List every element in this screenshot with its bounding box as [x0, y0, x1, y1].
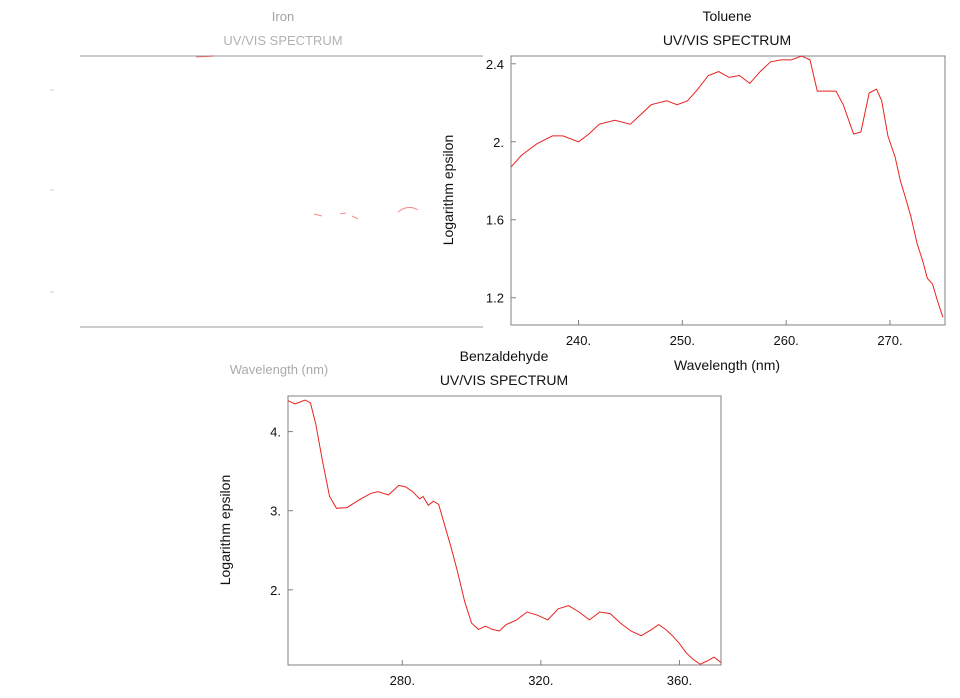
toluene-ytick-label: 2.4 [486, 57, 504, 72]
partial-chart-title: Iron [272, 9, 294, 24]
toluene-xtick-label: 240. [566, 333, 591, 348]
toluene-xtick-label: 270. [877, 333, 902, 348]
toluene-ytick-label: 1.2 [486, 291, 504, 306]
toluene-chart-title: Toluene [702, 8, 751, 24]
partial-chart-subtitle: UV/VIS SPECTRUM [223, 33, 342, 48]
benzaldehyde-chart: Benzaldehyde UV/VIS SPECTRUM 280. 320. 360… [217, 348, 722, 688]
benzaldehyde-xtick-label: 360. [667, 673, 692, 688]
toluene-plot-frame [510, 55, 946, 326]
toluene-x-axis-ticks: 240. 250. 260. 270. [566, 320, 903, 348]
benzaldehyde-xtick-label: 320. [528, 673, 553, 688]
benzaldehyde-chart-subtitle: UV/VIS SPECTRUM [440, 372, 568, 388]
benzaldehyde-ytick-label: 3. [270, 504, 281, 519]
toluene-chart-subtitle: UV/VIS SPECTRUM [663, 32, 791, 48]
partial-chart: Iron UV/VIS SPECTRUM Wavelength (nm) [50, 9, 483, 377]
benzaldehyde-chart-title: Benzaldehyde [460, 348, 549, 364]
toluene-ytick-label: 2. [493, 135, 504, 150]
toluene-ytick-label: 1.6 [486, 213, 504, 228]
toluene-x-axis-label: Wavelength (nm) [674, 357, 780, 373]
partial-line-fragment-2 [313, 212, 359, 220]
partial-line-fragment-3 [397, 206, 419, 213]
toluene-xtick-label: 260. [773, 333, 798, 348]
toluene-xtick-label: 250. [670, 333, 695, 348]
benzaldehyde-y-axis-ticks: 2. 3. 4. [270, 425, 293, 598]
benzaldehyde-y-axis-label: Logarithm epsilon [217, 475, 233, 586]
toluene-y-axis-label: Logarithm epsilon [440, 135, 456, 246]
toluene-series-line [510, 55, 944, 318]
partial-chart-xlabel: Wavelength (nm) [230, 362, 329, 377]
benzaldehyde-plot-frame [287, 395, 722, 666]
toluene-y-axis-ticks: 1.2 1.6 2. 2.4 [486, 57, 516, 306]
benzaldehyde-xtick-label: 280. [390, 673, 415, 688]
partial-line-fragment-1 [195, 55, 215, 58]
benzaldehyde-x-axis-ticks: 280. 320. 360. [390, 660, 692, 688]
toluene-chart: Toluene UV/VIS SPECTRUM 240. 250. 260. 270.… [440, 8, 946, 373]
benzaldehyde-series-line [287, 399, 722, 665]
benzaldehyde-ytick-label: 4. [270, 425, 281, 440]
benzaldehyde-ytick-label: 2. [270, 583, 281, 598]
